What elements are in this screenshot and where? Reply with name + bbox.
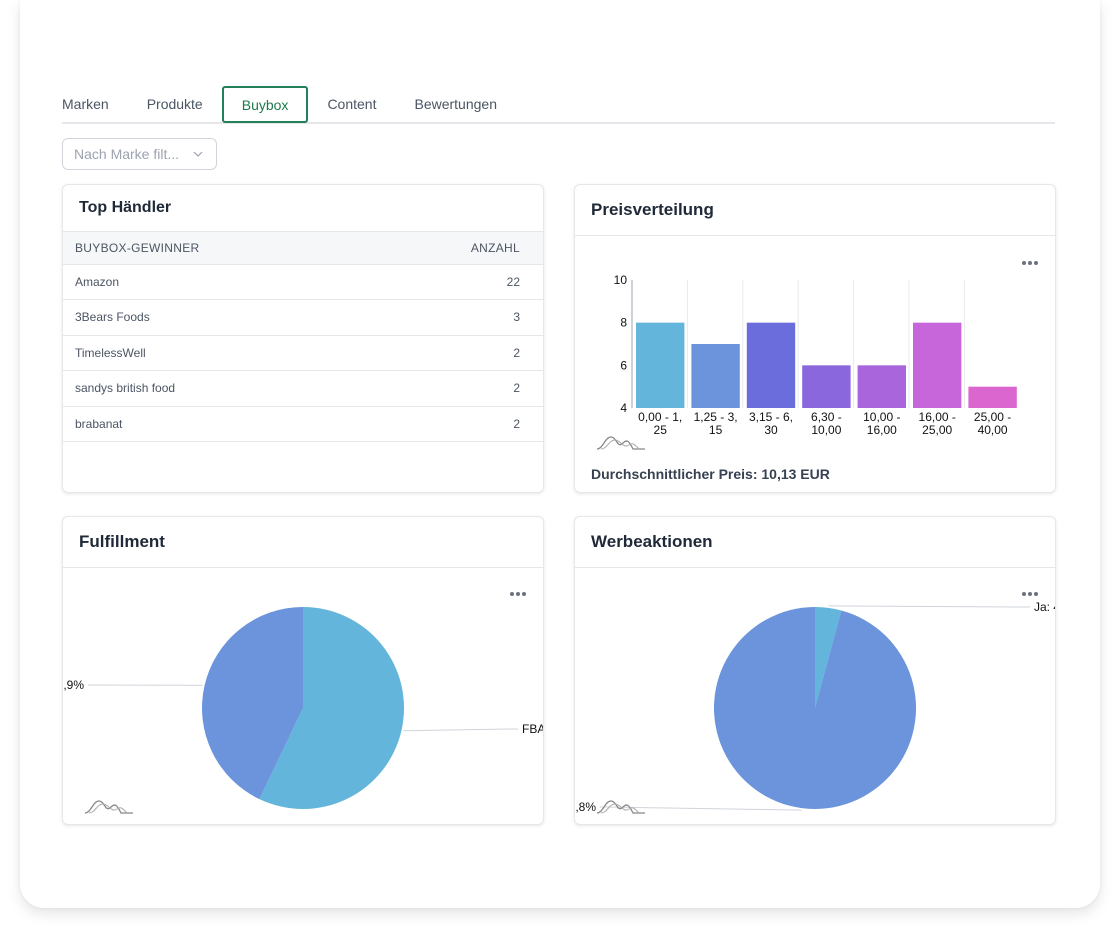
y-tick-label: 10 — [614, 273, 628, 287]
label-leader — [600, 806, 802, 811]
brand-filter-placeholder: Nach Marke filt... — [74, 146, 180, 162]
ellipsis-icon[interactable] — [1021, 591, 1039, 597]
x-tick-label: 6,30 - — [811, 410, 842, 424]
column-header-count[interactable]: ANZAHL — [369, 232, 543, 265]
card-title: Preisverteilung — [591, 200, 714, 219]
top-haendler-card: Top Händler BUYBOX-GEWINNER ANZAHL Amazo… — [62, 184, 544, 493]
seller-count: 3 — [369, 299, 543, 336]
seller-name: 3Bears Foods — [63, 299, 370, 336]
bar — [968, 386, 1017, 408]
label-leader — [828, 605, 1030, 608]
label-leader — [403, 728, 518, 732]
pie-slice — [714, 607, 916, 809]
table-row: Amazon 22 — [63, 264, 543, 300]
top-haendler-header: Top Händler — [63, 185, 543, 232]
x-tick-label: 40,00 — [978, 423, 1008, 437]
wave-logo-icon — [596, 800, 645, 814]
table-header-row: BUYBOX-GEWINNER ANZAHL — [63, 232, 543, 265]
promotions-pie-chart: Ja: 4,2% Nein: 95,8% — [575, 600, 1055, 814]
werbeaktionen-header: Werbeaktionen — [575, 517, 1055, 568]
card-title: Werbeaktionen — [591, 532, 713, 551]
seller-name: TimelessWell — [63, 335, 370, 371]
bar — [913, 322, 962, 408]
buybox-table: BUYBOX-GEWINNER ANZAHL Amazon 22 3Bears … — [63, 232, 543, 442]
table-row: 3Bears Foods 3 — [63, 299, 543, 336]
werbeaktionen-card: Werbeaktionen Ja: 4,2% Nein: 95,8% — [574, 516, 1056, 825]
wave-logo-icon — [596, 436, 645, 450]
tab-content[interactable]: Content — [327, 96, 377, 112]
x-tick-label: 3,15 - 6, — [749, 410, 793, 424]
pie-slice — [201, 607, 303, 800]
table-row: TimelessWell 2 — [63, 335, 543, 371]
x-tick-label: 16,00 — [867, 423, 897, 437]
x-tick-label: 15 — [709, 423, 723, 437]
tab-bar: Marken Produkte Buybox Content Bewertung… — [62, 86, 1055, 124]
y-tick-label: 6 — [620, 358, 627, 372]
bar — [746, 322, 796, 408]
x-tick-label: 10,00 - — [863, 410, 900, 424]
y-tick-label: 4 — [620, 401, 627, 415]
seller-count: 22 — [369, 264, 543, 300]
fulfillment-card: Fulfillment FBA: 57,1% FBM: 42,9% — [62, 516, 544, 825]
brand-filter-select[interactable]: Nach Marke filt... — [62, 138, 217, 170]
pie-label: FBA: 57,1% — [522, 722, 543, 736]
average-price: Durchschnittlicher Preis: 10,13 EUR — [591, 466, 830, 482]
seller-name: Amazon — [63, 264, 370, 300]
price-distribution-chart: 4 6 8 10 0,00 - 1,25 1,25 - 3,15 3,15 - 6,30 6,… — [596, 273, 1017, 450]
x-tick-label: 25,00 - — [974, 410, 1011, 424]
seller-count: 2 — [369, 406, 543, 442]
tab-marken[interactable]: Marken — [62, 96, 109, 112]
tab-buybox[interactable]: Buybox — [221, 86, 309, 123]
tab-bewertungen[interactable]: Bewertungen — [414, 96, 497, 112]
ellipsis-icon[interactable] — [509, 591, 527, 597]
seller-count: 2 — [369, 370, 543, 407]
bar — [857, 365, 906, 408]
y-tick-label: 8 — [620, 316, 627, 330]
table-row: brabanat 2 — [63, 406, 543, 442]
fulfillment-header: Fulfillment — [63, 517, 543, 568]
seller-count: 2 — [369, 335, 543, 371]
card-title: Top Händler — [79, 199, 172, 216]
x-tick-label: 16,00 - — [919, 410, 956, 424]
x-tick-label: 1,25 - 3, — [694, 410, 738, 424]
wave-logo-icon — [84, 800, 133, 814]
seller-name: sandys british food — [63, 370, 370, 407]
x-tick-label: 10,00 — [811, 423, 841, 437]
pie-slice — [815, 607, 842, 708]
tab-produkte[interactable]: Produkte — [146, 96, 203, 112]
card-title: Fulfillment — [79, 532, 165, 551]
ellipsis-icon[interactable] — [1021, 260, 1039, 266]
table-row: sandys british food 2 — [63, 370, 543, 407]
pie-slice — [259, 607, 404, 809]
x-tick-label: 30 — [764, 423, 778, 437]
bar — [691, 344, 740, 408]
fulfillment-pie-chart: FBA: 57,1% FBM: 42,9% — [63, 607, 543, 814]
bar — [802, 365, 851, 408]
preisverteilung-header: Preisverteilung — [575, 185, 1055, 236]
x-tick-label: 0,00 - 1, — [638, 410, 682, 424]
pie-label: FBM: 42,9% — [63, 678, 84, 692]
bar — [636, 322, 685, 408]
x-tick-label: 25,00 — [922, 423, 952, 437]
pie-label: Nein: 95,8% — [575, 800, 596, 814]
x-tick-label: 25 — [654, 423, 668, 437]
seller-name: brabanat — [63, 406, 370, 442]
chevron-down-icon — [193, 151, 203, 157]
pie-label: Ja: 4,2% — [1034, 600, 1055, 614]
column-header-winner[interactable]: BUYBOX-GEWINNER — [63, 232, 370, 265]
preisverteilung-card: Preisverteilung 4 6 8 10 0,00 - 1, 25 1,25 - 3… — [574, 184, 1056, 493]
